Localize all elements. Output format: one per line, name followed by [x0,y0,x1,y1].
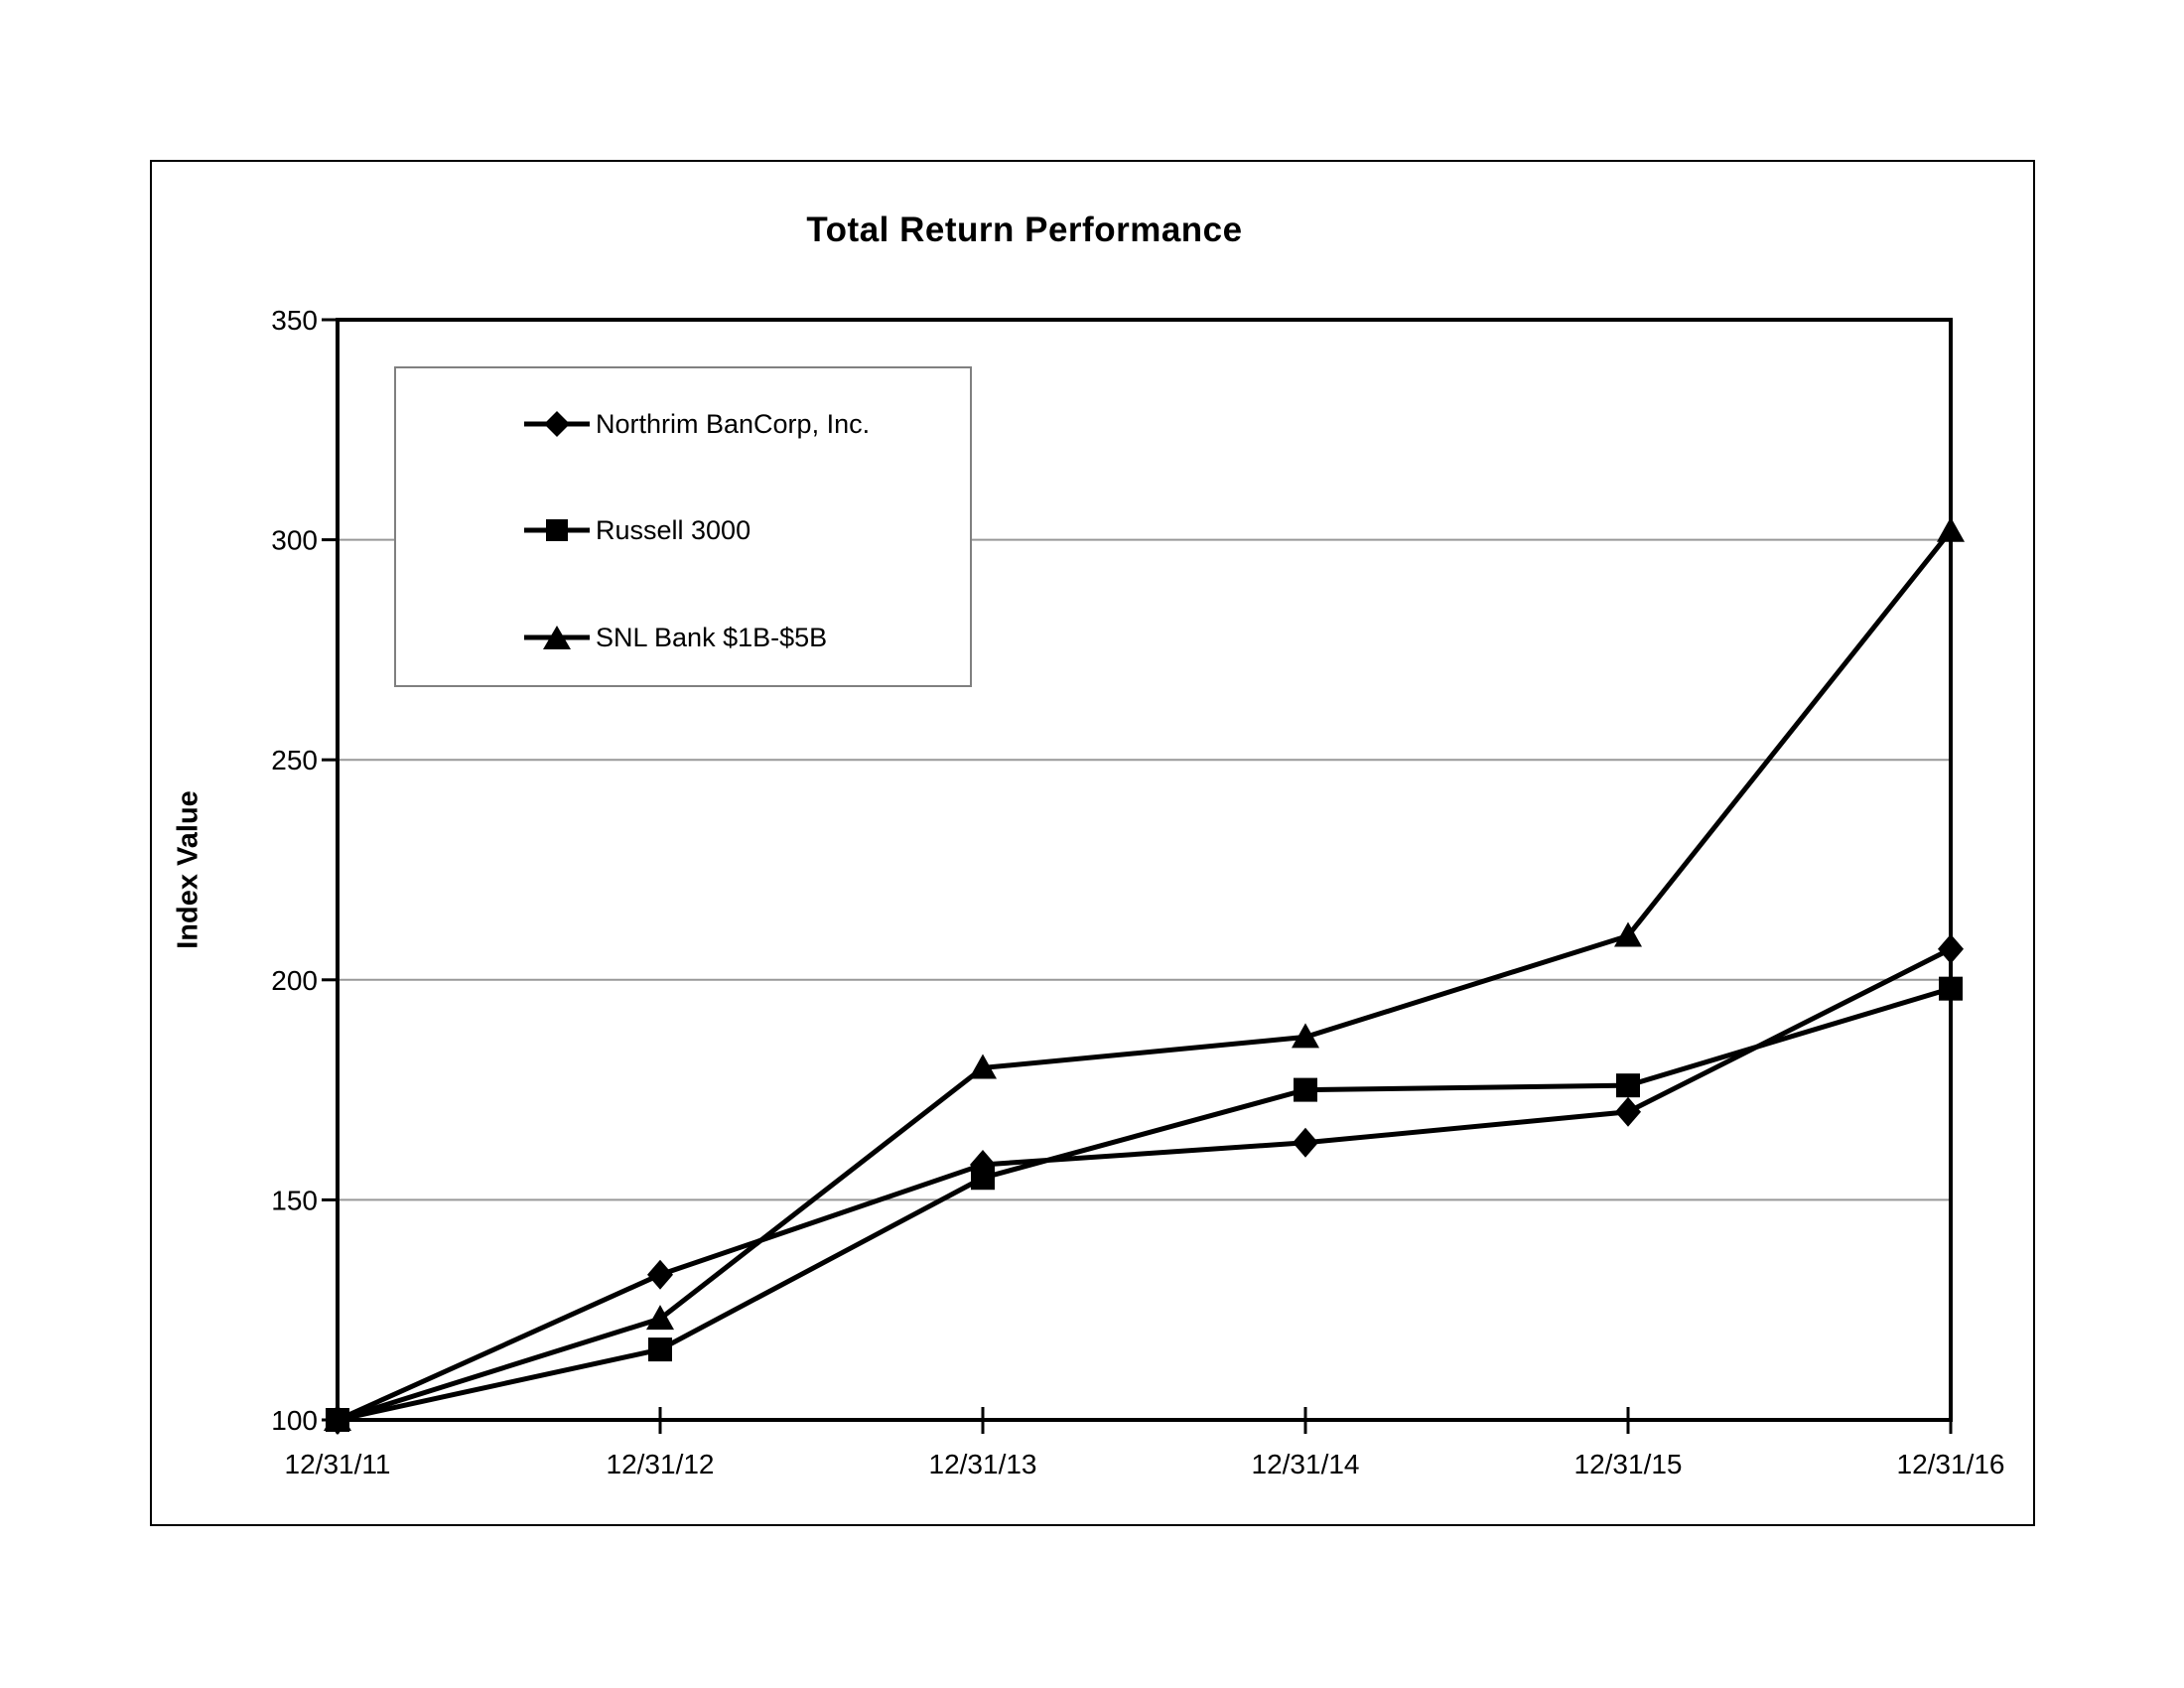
y-tick-label-250: 250 [271,745,318,775]
x-tick-label-1: 12/31/12 [607,1449,715,1479]
x-tick-label-0: 12/31/11 [285,1449,391,1479]
marker-triangle-5 [1937,516,1965,542]
marker-triangle-1 [646,1305,674,1331]
series-line-1 [337,986,1952,1423]
marker-diamond-5 [1938,933,1964,964]
legend-label-snl-bank: SNL Bank $1B-$5B [596,622,828,652]
marker-diamond-3 [1293,1127,1318,1158]
marker-triangle-0 [324,1406,351,1431]
x-tick-label-2: 12/31/13 [929,1449,1037,1479]
x-tick-label-3: 12/31/14 [1252,1449,1360,1479]
legend-item-snl-bank: SNL Bank $1B-$5B [524,618,827,657]
triangle-marker-icon [524,626,590,649]
plot-area-border [336,318,1953,1422]
legend-item-northrim: Northrim BanCorp, Inc. [524,404,870,444]
marker-diamond-1 [647,1259,673,1290]
legend-box: Northrim BanCorp, Inc. Russell 3000 SNL … [394,366,972,687]
square-marker-icon [524,519,590,541]
series-line-2 [337,529,1953,1423]
x-tick-label-4: 12/31/15 [1574,1449,1683,1479]
legend-item-russell: Russell 3000 [524,510,751,550]
marker-square-3 [1294,1077,1317,1102]
y-tick-label-300: 300 [271,525,318,556]
marker-triangle-3 [1292,1023,1319,1049]
marker-triangle-2 [969,1054,997,1079]
y-tick-label-150: 150 [271,1185,318,1215]
chart-title: Total Return Performance [806,211,1243,249]
legend-label-russell: Russell 3000 [596,514,751,545]
y-tick-label-100: 100 [271,1405,318,1436]
legend-label-northrim: Northrim BanCorp, Inc. [596,408,871,439]
marker-square-5 [1939,976,1963,1001]
marker-square-4 [1616,1073,1640,1098]
y-tick-label-350: 350 [271,305,318,336]
diamond-marker-icon [524,411,590,437]
y-tick-label-200: 200 [271,965,318,996]
marker-square-1 [648,1337,672,1362]
marker-triangle-4 [1614,921,1642,947]
x-tick-label-5: 12/31/16 [1897,1449,2005,1479]
series-line-0 [336,946,1953,1423]
marker-square-2 [971,1166,995,1191]
marker-diamond-4 [1615,1096,1641,1127]
